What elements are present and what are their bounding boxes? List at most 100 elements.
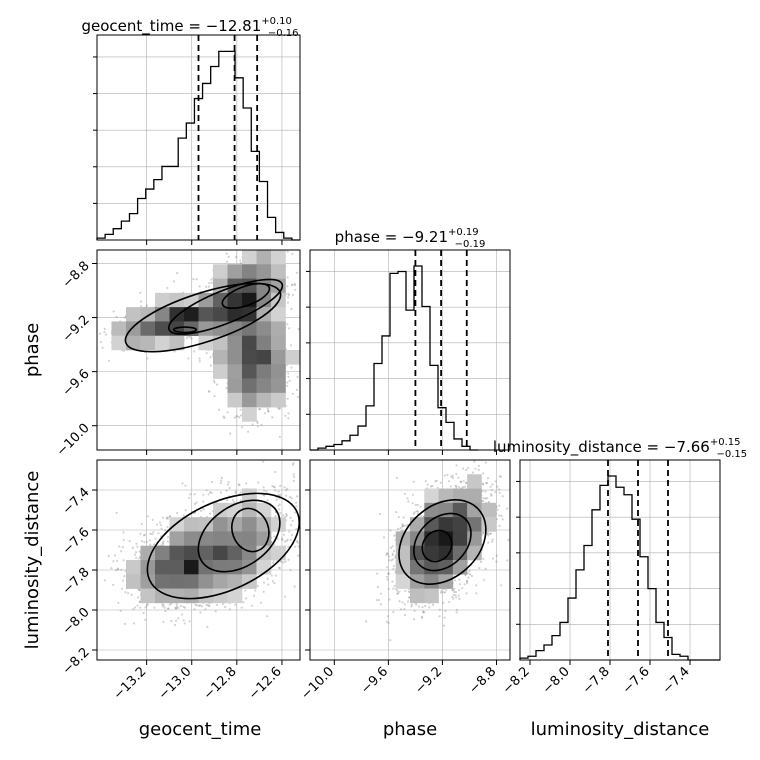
sample-point [278, 407, 281, 410]
sample-point [238, 416, 241, 419]
density-cell [169, 531, 185, 547]
density-cell [155, 545, 170, 561]
sample-point [224, 605, 227, 609]
sample-point [148, 539, 151, 542]
sample-point [208, 282, 211, 285]
density-cell [111, 321, 127, 337]
sample-point [154, 537, 157, 541]
sample-point [103, 331, 106, 334]
sample-point [260, 423, 263, 427]
sample-point [193, 350, 196, 353]
density-cell [271, 364, 286, 379]
sample-point [286, 397, 289, 400]
density-cell [271, 378, 286, 394]
sample-point [206, 625, 209, 629]
sample-point [174, 623, 177, 627]
sample-point [295, 505, 298, 508]
density-cell [227, 560, 243, 575]
sample-point [176, 511, 179, 515]
sample-point [263, 412, 267, 415]
density-cell [256, 335, 272, 351]
density-cell [256, 378, 272, 394]
sample-point [235, 415, 238, 418]
sample-point [134, 606, 137, 609]
sample-point [293, 545, 297, 548]
density-cell [198, 560, 214, 575]
sample-point [182, 514, 185, 517]
sample-point [198, 285, 201, 288]
sample-point [242, 601, 245, 604]
sample-point [294, 511, 297, 514]
sample-point [287, 558, 290, 561]
sample-point [144, 606, 147, 609]
sample-point [146, 604, 149, 607]
sample-point [379, 592, 382, 595]
sample-point [120, 568, 123, 572]
sample-point [199, 611, 202, 614]
sample-point [291, 533, 294, 537]
sample-point [207, 604, 210, 607]
density-cell [227, 364, 243, 379]
sample-point [253, 594, 256, 597]
density-cell [271, 350, 286, 365]
sample-point [272, 562, 275, 565]
sample-point [397, 527, 400, 531]
density-cell [256, 502, 272, 518]
sample-point [205, 285, 208, 288]
sample-point [389, 529, 392, 532]
sample-point [151, 518, 154, 522]
density-cell [242, 335, 257, 351]
sample-point [282, 514, 285, 517]
sample-point [286, 285, 289, 288]
sample-point [263, 489, 266, 492]
sample-point [135, 556, 138, 560]
sample-point [175, 604, 179, 608]
sample-point [113, 554, 116, 557]
sample-point [240, 426, 244, 429]
sample-point [265, 490, 268, 493]
sample-point [217, 408, 221, 411]
sample-point [289, 538, 292, 542]
sample-point [159, 524, 162, 527]
sample-point [277, 490, 280, 493]
sample-point [119, 609, 122, 612]
sample-point [274, 574, 277, 577]
sample-point [392, 549, 396, 553]
sample-point [190, 337, 193, 340]
sample-point [244, 597, 247, 600]
sample-point [134, 553, 137, 556]
sample-point [107, 359, 110, 362]
density-cell [242, 392, 257, 408]
sample-point [99, 332, 102, 335]
sample-point [275, 498, 278, 501]
sample-point [120, 587, 124, 590]
density-cell [126, 560, 141, 575]
sample-point [273, 535, 276, 538]
sample-point [146, 515, 149, 518]
sample-point [278, 503, 281, 506]
sample-point [202, 493, 205, 496]
sample-point [235, 255, 238, 259]
sample-point [290, 497, 293, 500]
sample-point [121, 546, 124, 549]
sample-point [289, 344, 292, 347]
sample-point [293, 284, 296, 287]
sample-point [182, 619, 185, 622]
sample-point [104, 333, 108, 336]
sample-point [287, 372, 290, 375]
density-cell [242, 364, 257, 379]
sample-point [188, 336, 192, 339]
sample-point [166, 540, 169, 543]
sample-point [286, 323, 289, 326]
density-cell [242, 350, 257, 365]
sample-point [287, 417, 290, 420]
sample-point [250, 604, 253, 607]
sample-point [140, 300, 143, 303]
sample-point [152, 531, 155, 534]
density-cell [213, 350, 228, 365]
sample-point [279, 493, 282, 496]
sample-point [135, 542, 138, 545]
sample-point [120, 550, 123, 553]
density-cell [242, 250, 257, 265]
sample-point [202, 500, 205, 503]
